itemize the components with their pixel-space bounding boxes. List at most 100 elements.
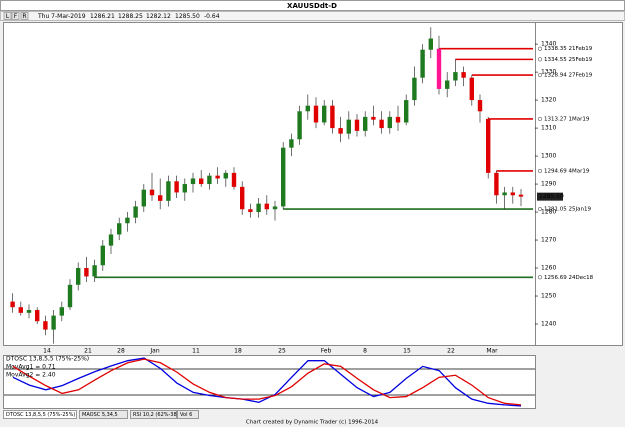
- toolbar-flag: F: [14, 13, 18, 20]
- tab-label: MAOSC 5,34,5: [82, 412, 118, 418]
- candle-body: [363, 116, 368, 131]
- candle-body: [26, 310, 32, 313]
- osc-line: [12, 357, 522, 407]
- x-tick-label: 22: [447, 348, 455, 355]
- candle-body: [223, 172, 228, 179]
- y-tick-label: 1280: [541, 209, 556, 216]
- level-marker: [537, 46, 543, 51]
- candle-body: [313, 105, 319, 123]
- toolbar-button[interactable]: [20, 12, 29, 20]
- candle-body: [158, 195, 163, 201]
- candle-body: [190, 178, 196, 185]
- candle-body: [322, 105, 327, 123]
- candle-body: [117, 223, 122, 235]
- candle-body: [305, 105, 310, 112]
- x-tick-label: Jan: [149, 348, 159, 355]
- candle-body: [174, 181, 179, 193]
- candle-body: [272, 206, 278, 210]
- level-label: 1338.35 21Feb19: [544, 46, 593, 52]
- candle-body: [67, 284, 73, 308]
- x-tick-label: 8: [363, 348, 367, 355]
- tab[interactable]: [130, 410, 177, 419]
- candle-body: [428, 38, 433, 50]
- candle-body: [84, 268, 89, 277]
- window-title: XAUUSDdt-D: [287, 2, 337, 10]
- osc-title: DTOSC 13,8,5,5 (75%-25%): [6, 356, 89, 363]
- candle-body: [346, 119, 351, 134]
- candle-body: [10, 301, 15, 308]
- x-tick-label: 14: [43, 348, 51, 355]
- toolbar-date: Thu 7-Mar-2019: [37, 13, 86, 20]
- candle-body: [297, 111, 302, 140]
- candle-body: [494, 172, 499, 196]
- osc-line: [12, 358, 522, 406]
- toolbar-button[interactable]: [3, 12, 12, 20]
- toolbar-field: 1288.25: [118, 13, 143, 20]
- osc-legend: MovAvg1 = 0.71: [6, 364, 56, 371]
- toolbar-field: 1286.21: [90, 13, 115, 20]
- toolbar-field: 1282.12: [146, 13, 171, 20]
- level-marker: [537, 207, 543, 212]
- candle-body: [281, 147, 286, 207]
- candle-body: [387, 116, 392, 129]
- candle-body: [510, 192, 515, 196]
- x-tick-label: Feb: [321, 348, 332, 355]
- tab[interactable]: [177, 410, 199, 419]
- candle-body: [338, 128, 343, 134]
- candle-body: [486, 118, 491, 173]
- y-tick-label: 1290: [541, 181, 556, 188]
- candle-body: [43, 321, 48, 330]
- candle-body: [199, 178, 204, 185]
- candle-body: [461, 72, 466, 78]
- last-price-label: 1285.50: [539, 193, 564, 200]
- y-tick-label: 1260: [541, 265, 556, 272]
- candle-body: [108, 234, 114, 246]
- level-marker: [537, 168, 543, 173]
- candle-body: [436, 48, 442, 89]
- level-marker: [537, 57, 543, 62]
- y-tick-label: 1300: [541, 153, 556, 160]
- candle-body: [469, 77, 474, 101]
- candle-body: [141, 189, 146, 207]
- y-tick-label: 1330: [541, 69, 556, 76]
- candle-body: [35, 310, 40, 322]
- candle-body: [149, 189, 155, 196]
- candle-body: [502, 192, 507, 196]
- x-tick-label: 15: [403, 348, 411, 355]
- candle-body: [518, 194, 524, 197]
- candle-body: [133, 206, 138, 218]
- tab[interactable]: [3, 410, 77, 419]
- candle-body: [354, 119, 360, 131]
- toolbar-flag: L: [6, 13, 10, 20]
- x-tick-label: 11: [192, 348, 200, 355]
- y-tick-label: 1340: [541, 41, 556, 48]
- toolbar-flag: R: [22, 13, 26, 20]
- tab-label: RSI 10,2 (62%-38%): [133, 412, 183, 418]
- toolbar-field: 1285.50: [175, 13, 200, 20]
- candle-body: [453, 72, 458, 81]
- x-tick-label: 28: [117, 348, 125, 355]
- x-tick-label: Mar: [486, 348, 498, 355]
- toolbar-button[interactable]: [11, 12, 20, 20]
- y-tick-label: 1310: [541, 125, 556, 132]
- last-price-box: [537, 192, 563, 201]
- candle-body: [379, 119, 384, 129]
- candle-body: [371, 116, 376, 120]
- candle-body: [231, 172, 237, 187]
- tab-label: DTOSC 13,8,5,5 (75%-25%): [6, 412, 75, 418]
- tab[interactable]: [79, 410, 128, 419]
- candle-body: [256, 203, 261, 213]
- candle-body: [289, 139, 294, 148]
- y-tick-label: 1270: [541, 237, 556, 244]
- candle-body: [207, 175, 212, 185]
- level-label: 1294.69 4Mar19: [544, 168, 590, 174]
- candle-body: [248, 209, 253, 213]
- candle-body: [215, 175, 220, 179]
- level-label: 1334.55 25Feb19: [544, 57, 593, 63]
- price-panel: [3, 22, 536, 346]
- candle-body: [395, 116, 401, 123]
- candle-body: [240, 186, 245, 210]
- candle-body: [264, 203, 269, 210]
- osc-legend: MovAvg2 = 2.40: [6, 372, 56, 379]
- level-marker: [537, 73, 543, 78]
